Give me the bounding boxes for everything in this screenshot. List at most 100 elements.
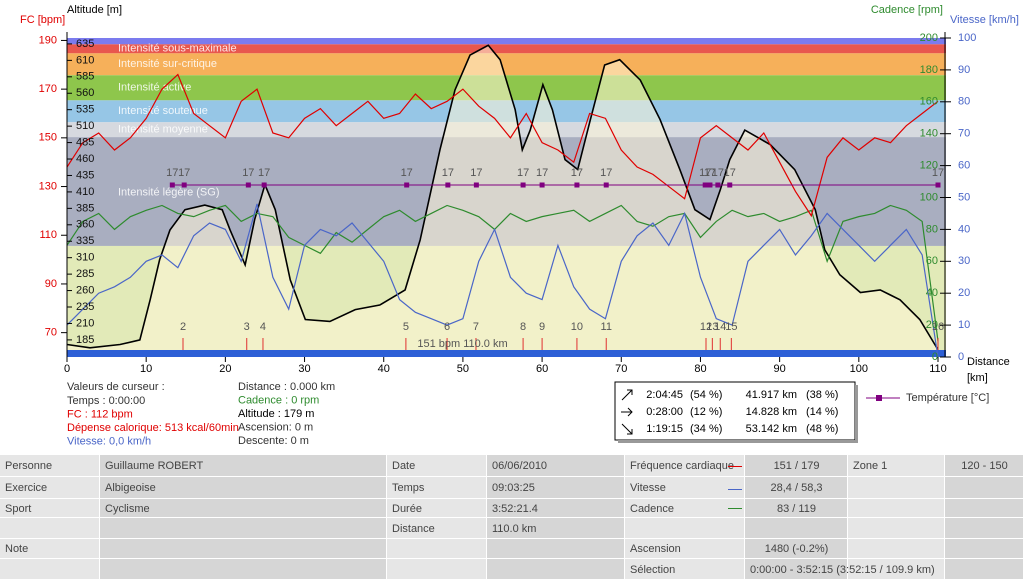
speed-tick-label: 100 [958,32,976,44]
summary-value: (34 %) [690,423,722,435]
summary-value: 1:19:15 [646,423,683,435]
cursor-value: Vitesse: 0,0 km/h [67,435,151,447]
zone-label: Intensité soutenue [118,105,208,117]
altitude-tick-label: 185 [76,334,94,346]
series-line [66,73,939,218]
temperature-label: 17 [536,167,548,179]
x-tick-label: 20 [219,363,231,375]
series-line [66,203,939,358]
speed-tick-label: 50 [958,191,970,203]
arrow-flat [621,407,633,417]
cursor-value: Distance : 0.000 km [238,381,335,393]
arrow-icons [621,389,633,435]
cadence-axis-title: Cadence [rpm] [871,4,943,16]
table-text: 120 - 150 [961,460,1008,472]
table-cell [387,539,487,559]
x-tick-label: 10 [140,363,152,375]
temperature-marker [445,182,451,188]
zone-label: Intensité active [118,82,191,94]
cursor-value: Dépense calorique: 513 kcal/60min [67,422,239,434]
table-cell [487,539,625,559]
speed-tick-label: 20 [958,287,970,299]
fc-tick-label: 70 [45,327,57,339]
table-cell [100,499,387,518]
lap-label: 4 [260,321,266,333]
table-text: Guillaume ROBERT [105,460,204,472]
lap-label: 13 [706,321,718,333]
table-text: 09:03:25 [492,482,535,494]
table-cell [387,455,487,477]
fc-tick-label: 90 [45,278,57,290]
altitude-tick-label: 310 [76,252,94,264]
temperature-marker [702,182,708,188]
table-cell [0,455,100,477]
table-text: Personne [5,460,53,472]
table-cell [387,559,487,580]
arrow-down [621,423,633,435]
table-cell [487,455,625,477]
summary-value: 0:28:00 [646,406,683,418]
intensity-zone [67,38,946,45]
lap-label: 5 [403,321,409,333]
table-cell [487,499,625,518]
temperature-marker [539,182,545,188]
table-cell [487,518,625,539]
fc-tick-label: 110 [39,229,57,241]
fc-tick-label: 170 [39,83,57,95]
temperature-label: 17 [242,167,254,179]
table-cell [100,518,387,539]
table-text: Durée [392,502,422,515]
temperature-label: 17 [166,167,178,179]
altitude-tick-label: 335 [76,235,94,247]
table-text: Zone 1 [853,460,888,472]
fc-tick-label: 150 [39,132,57,144]
altitude-tick-label: 385 [76,202,94,214]
cadence-tick-label: 100 [920,191,938,203]
altitude-axis-title: Altitude [m] [67,4,122,16]
table-cell [100,539,387,559]
altitude-tick-label: 435 [76,169,94,181]
summary-value: 41.917 km [746,389,797,401]
speed-tick-label: 0 [958,351,964,363]
cadence-tick-label: 180 [920,64,938,76]
table-cell [848,518,945,539]
table-cell [848,499,945,518]
cadence-tick-label: 80 [926,223,938,235]
table-text: 3:52:21.4 [492,502,538,515]
cadence-tick-label: 40 [926,287,938,299]
lap-label: 2 [180,321,186,333]
temperature-marker [169,182,175,188]
altitude-tick-label: 510 [76,120,94,132]
table-cell [0,559,100,580]
temperature-label: 17 [712,167,724,179]
summary-value: 53.142 km [746,423,797,435]
temperature-label: 17 [470,167,482,179]
temperature-label: 17 [401,167,413,179]
speed-tick-label: 10 [958,319,970,331]
table-cell [387,499,487,518]
speed-tick-label: 30 [958,255,970,267]
cadence-tick-label: 0 [932,351,938,363]
cadence-tick-label: 20 [926,319,938,331]
table-cell [945,518,1024,539]
x-tick-label: 100 [850,363,868,375]
table-cell [945,477,1024,499]
cursor-title: Valeurs de curseur : [67,381,165,393]
x-tick-label: 30 [298,363,310,375]
altitude-tick-label: 285 [76,268,94,280]
table-cell [745,518,848,539]
summary-value: (38 %) [806,389,838,401]
table-cell [945,539,1024,559]
cadence-tick-label: 200 [920,32,938,44]
lap-label: 10 [571,321,583,333]
intensity-zone [67,53,946,76]
lap-label: 3 [244,321,250,333]
table-cell [100,559,387,580]
temperature-marker [473,182,479,188]
temperature-marker [707,182,713,188]
x-axis-title: Distance [967,356,1010,368]
zone-label: Intensité moyenne [118,124,208,136]
summary-value: (14 %) [806,406,838,418]
temperature-label: 17 [724,167,736,179]
